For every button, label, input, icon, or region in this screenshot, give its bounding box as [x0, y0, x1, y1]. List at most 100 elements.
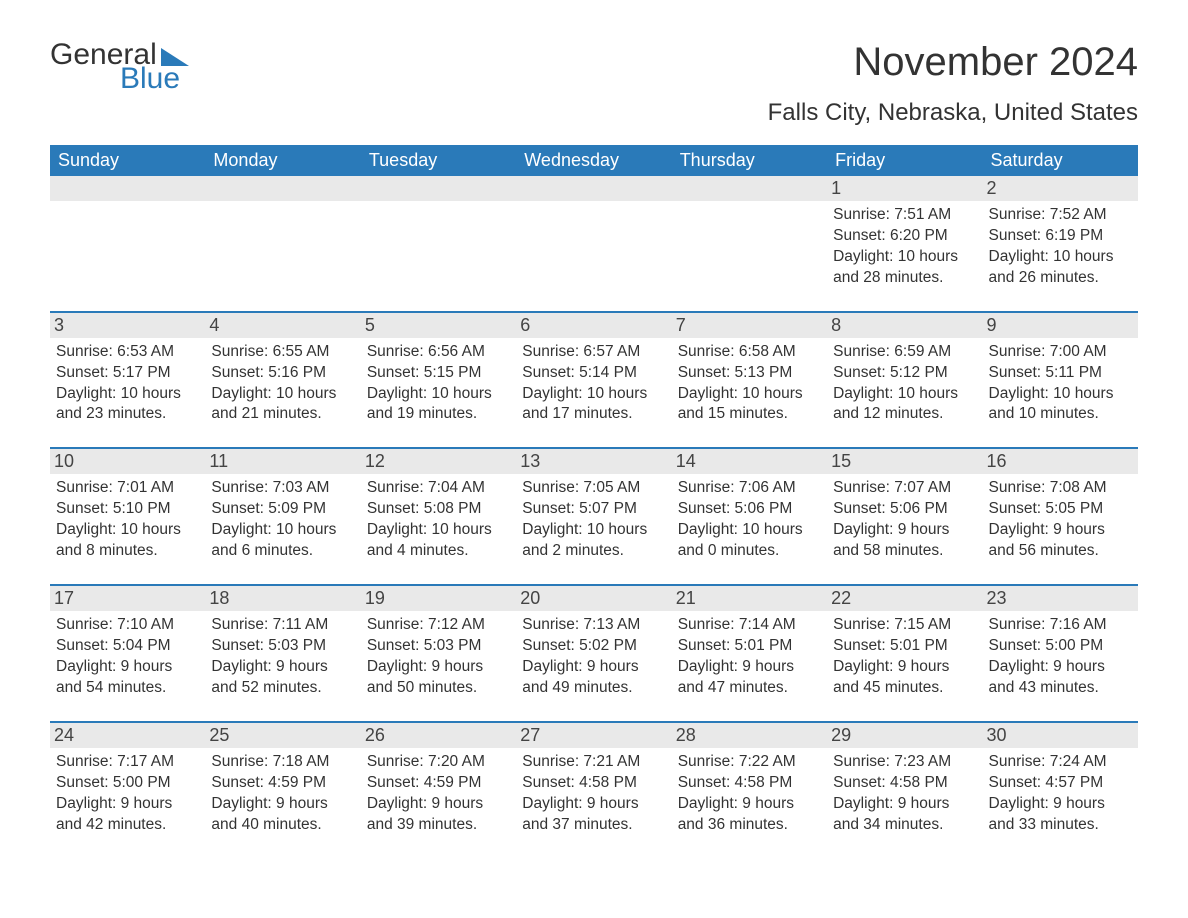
day-body: Sunrise: 7:08 AMSunset: 5:05 PMDaylight:…: [989, 478, 1132, 562]
calendar-day-cell: 10Sunrise: 7:01 AMSunset: 5:10 PMDayligh…: [50, 448, 205, 585]
daylight-line: Daylight: 10 hours and 15 minutes.: [678, 384, 821, 426]
sunrise-line: Sunrise: 7:03 AM: [211, 478, 354, 499]
sunset-line: Sunset: 5:07 PM: [522, 499, 665, 520]
sunrise-line: Sunrise: 7:18 AM: [211, 752, 354, 773]
day-body: Sunrise: 7:04 AMSunset: 5:08 PMDaylight:…: [367, 478, 510, 562]
daylight-line: Daylight: 9 hours and 37 minutes.: [522, 794, 665, 836]
sunrise-line: Sunrise: 6:53 AM: [56, 342, 199, 363]
calendar-week-row: 17Sunrise: 7:10 AMSunset: 5:04 PMDayligh…: [50, 585, 1138, 722]
sunrise-line: Sunrise: 7:21 AM: [522, 752, 665, 773]
day-body: Sunrise: 7:18 AMSunset: 4:59 PMDaylight:…: [211, 752, 354, 836]
calendar-week-row: 10Sunrise: 7:01 AMSunset: 5:10 PMDayligh…: [50, 448, 1138, 585]
sunrise-line: Sunrise: 7:05 AM: [522, 478, 665, 499]
daylight-line: Daylight: 10 hours and 4 minutes.: [367, 520, 510, 562]
calendar-day-cell: 9Sunrise: 7:00 AMSunset: 5:11 PMDaylight…: [983, 312, 1138, 449]
sunrise-line: Sunrise: 6:59 AM: [833, 342, 976, 363]
sunset-line: Sunset: 5:17 PM: [56, 363, 199, 384]
sunset-line: Sunset: 5:13 PM: [678, 363, 821, 384]
daylight-line: Daylight: 10 hours and 8 minutes.: [56, 520, 199, 562]
calendar-day-cell: 2 Sunrise: 7:52 AMSunset: 6:19 PMDaylight…: [983, 176, 1138, 312]
calendar-day-cell: [205, 176, 360, 312]
day-body: Sunrise: 7:07 AMSunset: 5:06 PMDaylight:…: [833, 478, 976, 562]
sunset-line: Sunset: 5:02 PM: [522, 636, 665, 657]
day-number: 8: [827, 313, 982, 338]
sunset-line: Sunset: 5:15 PM: [367, 363, 510, 384]
sunset-line: Sunset: 5:16 PM: [211, 363, 354, 384]
day-number: 15: [827, 449, 982, 474]
sunset-line: Sunset: 5:01 PM: [833, 636, 976, 657]
day-body: Sunrise: 6:57 AMSunset: 5:14 PMDaylight:…: [522, 342, 665, 426]
sunrise-line: Sunrise: 7:24 AM: [989, 752, 1132, 773]
daylight-line: Daylight: 9 hours and 50 minutes.: [367, 657, 510, 699]
day-number: 2: [983, 176, 1138, 201]
day-body: Sunrise: 7:52 AMSunset: 6:19 PMDaylight:…: [989, 205, 1132, 289]
sunrise-line: Sunrise: 7:00 AM: [989, 342, 1132, 363]
sunset-line: Sunset: 5:14 PM: [522, 363, 665, 384]
day-body: Sunrise: 6:53 AMSunset: 5:17 PMDaylight:…: [56, 342, 199, 426]
day-number: 12: [361, 449, 516, 474]
day-body: Sunrise: 7:01 AMSunset: 5:10 PMDaylight:…: [56, 478, 199, 562]
sunrise-line: Sunrise: 6:57 AM: [522, 342, 665, 363]
sunset-line: Sunset: 5:06 PM: [678, 499, 821, 520]
daylight-line: Daylight: 10 hours and 28 minutes.: [833, 247, 976, 289]
brand-triangle-icon: [161, 48, 189, 66]
daylight-line: Daylight: 9 hours and 54 minutes.: [56, 657, 199, 699]
calendar-day-cell: 27Sunrise: 7:21 AMSunset: 4:58 PMDayligh…: [516, 722, 671, 858]
day-body: Sunrise: 6:59 AMSunset: 5:12 PMDaylight:…: [833, 342, 976, 426]
day-number: 27: [516, 723, 671, 748]
daylight-line: Daylight: 10 hours and 23 minutes.: [56, 384, 199, 426]
daylight-line: Daylight: 9 hours and 40 minutes.: [211, 794, 354, 836]
calendar-day-cell: 1Sunrise: 7:51 AMSunset: 6:20 PMDaylight…: [827, 176, 982, 312]
day-number: [672, 176, 827, 201]
sunset-line: Sunset: 5:06 PM: [833, 499, 976, 520]
day-body: Sunrise: 7:06 AMSunset: 5:06 PMDaylight:…: [678, 478, 821, 562]
daylight-line: Daylight: 9 hours and 34 minutes.: [833, 794, 976, 836]
calendar-day-cell: 28Sunrise: 7:22 AMSunset: 4:58 PMDayligh…: [672, 722, 827, 858]
calendar-day-cell: 6Sunrise: 6:57 AMSunset: 5:14 PMDaylight…: [516, 312, 671, 449]
day-body: Sunrise: 7:15 AMSunset: 5:01 PMDaylight:…: [833, 615, 976, 699]
sunrise-line: Sunrise: 7:17 AM: [56, 752, 199, 773]
calendar-day-cell: [361, 176, 516, 312]
title-block: November 2024 Falls City, Nebraska, Unit…: [768, 40, 1138, 137]
sunset-line: Sunset: 5:05 PM: [989, 499, 1132, 520]
sunset-line: Sunset: 5:09 PM: [211, 499, 354, 520]
calendar-day-cell: 23Sunrise: 7:16 AMSunset: 5:00 PMDayligh…: [983, 585, 1138, 722]
day-number: 14: [672, 449, 827, 474]
calendar-day-cell: 16Sunrise: 7:08 AMSunset: 5:05 PMDayligh…: [983, 448, 1138, 585]
sunrise-line: Sunrise: 7:04 AM: [367, 478, 510, 499]
day-body: Sunrise: 6:56 AMSunset: 5:15 PMDaylight:…: [367, 342, 510, 426]
sunrise-line: Sunrise: 7:15 AM: [833, 615, 976, 636]
day-body: Sunrise: 7:05 AMSunset: 5:07 PMDaylight:…: [522, 478, 665, 562]
sunset-line: Sunset: 5:03 PM: [367, 636, 510, 657]
sunrise-line: Sunrise: 7:51 AM: [833, 205, 976, 226]
sunrise-line: Sunrise: 7:23 AM: [833, 752, 976, 773]
weekday-header: Thursday: [672, 145, 827, 176]
day-body: Sunrise: 7:51 AMSunset: 6:20 PMDaylight:…: [833, 205, 976, 289]
sunrise-line: Sunrise: 7:01 AM: [56, 478, 199, 499]
sunset-line: Sunset: 5:01 PM: [678, 636, 821, 657]
sunset-line: Sunset: 4:58 PM: [833, 773, 976, 794]
day-number: 17: [50, 586, 205, 611]
calendar-day-cell: 21Sunrise: 7:14 AMSunset: 5:01 PMDayligh…: [672, 585, 827, 722]
day-body: Sunrise: 6:58 AMSunset: 5:13 PMDaylight:…: [678, 342, 821, 426]
daylight-line: Daylight: 9 hours and 56 minutes.: [989, 520, 1132, 562]
day-number: 20: [516, 586, 671, 611]
daylight-line: Daylight: 9 hours and 42 minutes.: [56, 794, 199, 836]
day-number: 5: [361, 313, 516, 338]
day-number: 4: [205, 313, 360, 338]
sunset-line: Sunset: 4:59 PM: [367, 773, 510, 794]
page-header: General Blue November 2024 Falls City, N…: [50, 40, 1138, 137]
weekday-header: Saturday: [983, 145, 1138, 176]
daylight-line: Daylight: 10 hours and 21 minutes.: [211, 384, 354, 426]
day-number: [516, 176, 671, 201]
calendar-day-cell: 29Sunrise: 7:23 AMSunset: 4:58 PMDayligh…: [827, 722, 982, 858]
daylight-line: Daylight: 9 hours and 47 minutes.: [678, 657, 821, 699]
calendar-day-cell: 24Sunrise: 7:17 AMSunset: 5:00 PMDayligh…: [50, 722, 205, 858]
calendar-day-cell: [672, 176, 827, 312]
sunset-line: Sunset: 5:03 PM: [211, 636, 354, 657]
sunset-line: Sunset: 5:00 PM: [56, 773, 199, 794]
day-number: 13: [516, 449, 671, 474]
sunset-line: Sunset: 5:11 PM: [989, 363, 1132, 384]
sunrise-line: Sunrise: 7:52 AM: [989, 205, 1132, 226]
sunset-line: Sunset: 5:04 PM: [56, 636, 199, 657]
